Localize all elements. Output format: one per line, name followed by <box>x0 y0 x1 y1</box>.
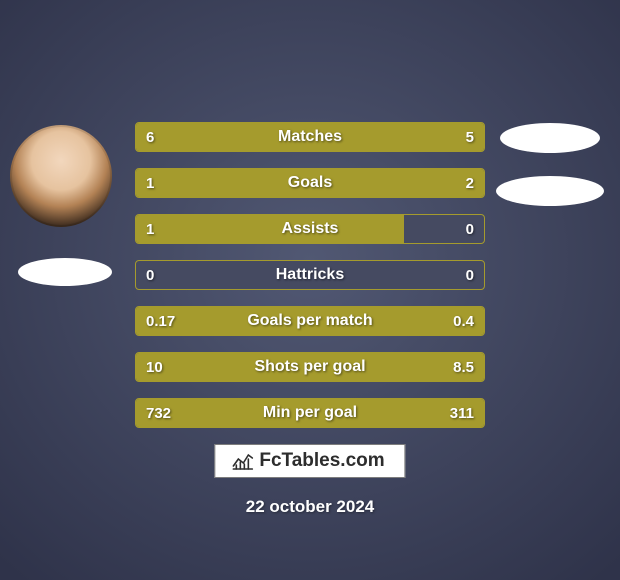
stat-row: 0.170.4Goals per match <box>135 306 485 336</box>
stat-fill-right <box>327 123 484 151</box>
brand-logo-icon <box>231 451 253 471</box>
stat-fill-left <box>136 215 404 243</box>
stats-panel: 65Matches12Goals10Assists00Hattricks0.17… <box>135 122 485 444</box>
stat-fill-right <box>240 307 484 335</box>
stat-fill-right <box>251 169 484 197</box>
stat-row: 732311Min per goal <box>135 398 485 428</box>
stat-fill-right <box>380 399 484 427</box>
date-text: 22 october 2024 <box>0 497 620 517</box>
stat-value-right: 0 <box>466 261 474 289</box>
stat-row: 108.5Shots per goal <box>135 352 485 382</box>
stat-fill-left <box>136 123 327 151</box>
brand-badge: FcTables.com <box>214 444 405 478</box>
stat-value-right: 0 <box>466 215 474 243</box>
brand-text: FcTables.com <box>259 450 384 472</box>
stat-row: 12Goals <box>135 168 485 198</box>
player2-avatar-placeholder <box>500 123 600 153</box>
player1-avatar <box>10 125 112 227</box>
stat-fill-left <box>136 399 380 427</box>
stat-row: 65Matches <box>135 122 485 152</box>
stat-row: 10Assists <box>135 214 485 244</box>
stat-row: 0 0Hattricks <box>135 260 485 290</box>
stat-fill-right <box>324 353 484 381</box>
player2-name-plate <box>496 176 604 206</box>
stat-fill-left <box>136 169 251 197</box>
stat-value-left: 0 <box>146 261 154 289</box>
stat-fill-left <box>136 353 324 381</box>
stat-fill-left <box>136 307 240 335</box>
player1-name-plate <box>18 258 112 286</box>
stat-label: Hattricks <box>136 261 484 289</box>
